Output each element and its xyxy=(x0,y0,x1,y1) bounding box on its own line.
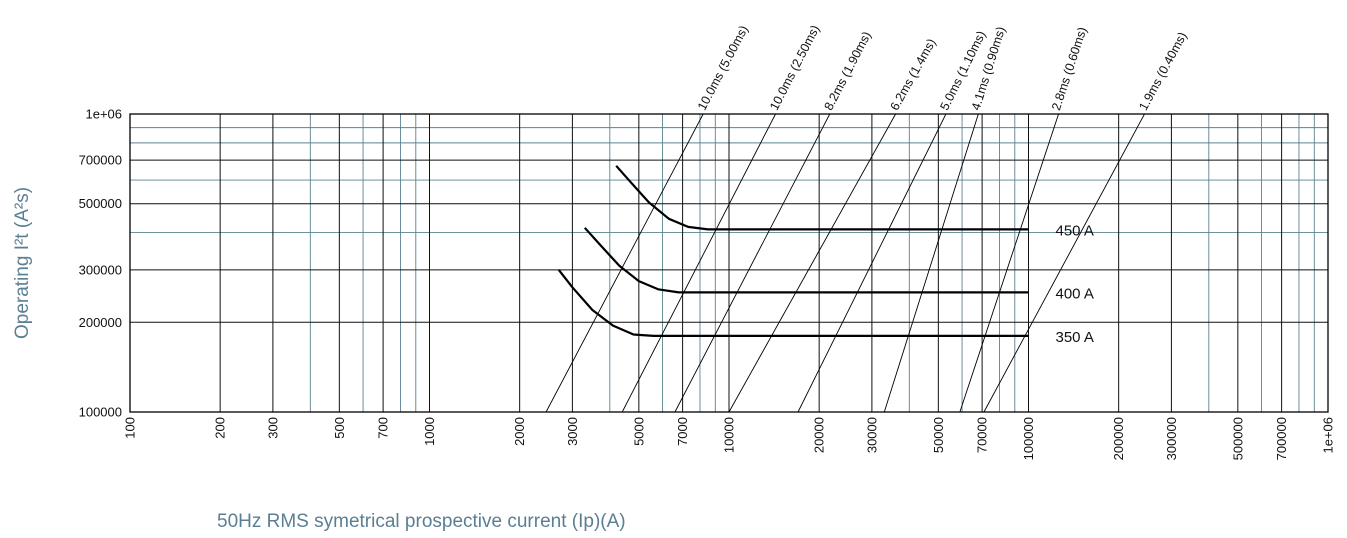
x-tick-label: 5000 xyxy=(631,417,646,446)
x-tick-label: 300000 xyxy=(1164,417,1179,460)
y-tick-label: 200000 xyxy=(79,315,122,330)
plot-frame xyxy=(129,113,1329,413)
curve-label: 350 A xyxy=(1056,329,1094,346)
x-tick-label: 700000 xyxy=(1274,417,1289,460)
time-lines: 10.0ms (5.00ms) 10.0ms (2.50ms) 8.2ms (1.9… xyxy=(545,23,1190,413)
y-tick-label: 100000 xyxy=(79,405,122,420)
x-tick-label: 200000 xyxy=(1111,417,1126,460)
y-tick-label: 1e+06 xyxy=(85,107,122,122)
curve-line xyxy=(615,165,1029,231)
time-line-label: 2.8ms (0.60ms) xyxy=(1049,25,1090,112)
time-line xyxy=(959,113,1059,413)
time-line xyxy=(674,113,831,413)
x-tick-label: 70000 xyxy=(975,417,990,453)
x-tick-label: 700 xyxy=(376,417,391,439)
x-tick-label: 300 xyxy=(265,417,280,439)
y-tick-labels: 100000 200000 300000 500000 700000 1e+06 xyxy=(79,107,122,420)
time-line xyxy=(545,113,704,413)
curve-label: 400 A xyxy=(1056,285,1094,302)
time-line-label: 6.2ms (1.4ms) xyxy=(887,36,938,113)
time-line-label: 1.9ms (0.40ms) xyxy=(1136,30,1189,113)
time-line-label: 10.0ms (2.50ms) xyxy=(767,23,822,113)
time-line xyxy=(728,113,897,413)
x-tick-label: 7000 xyxy=(675,417,690,446)
x-tick-label: 500000 xyxy=(1230,417,1245,460)
x-tick-labels: 100 200 300 500 700 1000 2000 3000 5000 7000 10000… xyxy=(123,417,1336,460)
x-tick-label: 3000 xyxy=(565,417,580,446)
time-line xyxy=(983,113,1145,413)
x-tick-label: 2000 xyxy=(512,417,527,446)
y-axis-title: Operating I²t (A²s) xyxy=(12,187,33,339)
x-axis-title: 50Hz RMS symetrical prospective current … xyxy=(217,511,626,532)
x-tick-label: 50000 xyxy=(931,417,946,453)
x-tick-label: 10000 xyxy=(722,417,737,453)
curve-line xyxy=(583,227,1029,294)
curve-line xyxy=(557,269,1029,337)
x-tick-label: 1e+06 xyxy=(1321,417,1336,454)
time-line-label: 8.2ms (1.90ms) xyxy=(821,29,874,112)
x-tick-label: 20000 xyxy=(812,417,827,453)
x-tick-label: 30000 xyxy=(864,417,879,453)
time-line-label: 10.0ms (5.00ms) xyxy=(695,23,751,112)
x-tick-label: 100 xyxy=(123,417,138,439)
y-tick-label: 500000 xyxy=(79,196,122,211)
x-tick-label: 500 xyxy=(332,417,347,439)
time-line xyxy=(883,113,979,413)
x-tick-label: 200 xyxy=(213,417,228,439)
curves: 450 A 400 A 350 A xyxy=(557,165,1094,346)
y-tick-label: 700000 xyxy=(79,153,122,168)
y-tick-label: 300000 xyxy=(79,262,122,277)
time-line xyxy=(621,113,776,413)
time-line xyxy=(797,113,947,413)
curve-label: 450 A xyxy=(1056,222,1094,239)
major-grid xyxy=(129,113,1329,413)
x-tick-label: 1000 xyxy=(422,417,437,446)
x-tick-label: 100000 xyxy=(1021,417,1036,460)
